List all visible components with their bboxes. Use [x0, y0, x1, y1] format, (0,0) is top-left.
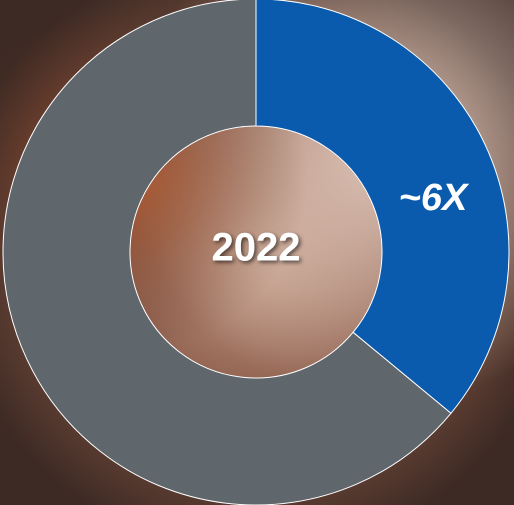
center-label: 2022 — [212, 226, 301, 270]
donut-segment — [2, 0, 452, 505]
donut-segment — [255, 0, 510, 414]
annotation: ~6X — [399, 177, 470, 219]
